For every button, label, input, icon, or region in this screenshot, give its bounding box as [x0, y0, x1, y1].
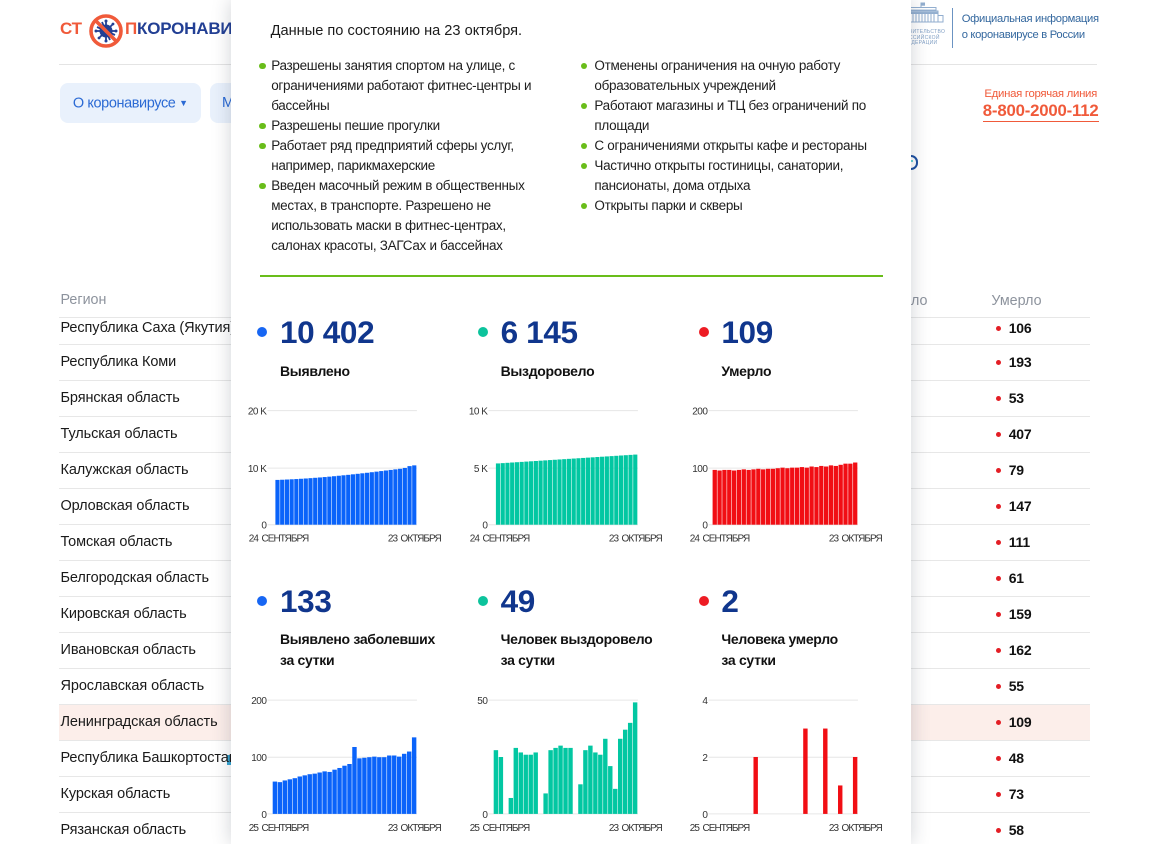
- svg-text:24 СЕНТЯБРЯ: 24 СЕНТЯБРЯ: [249, 534, 309, 545]
- svg-text:25 СЕНТЯБРЯ: 25 СЕНТЯБРЯ: [469, 823, 529, 834]
- svg-text:4: 4: [703, 696, 709, 707]
- svg-text:25 СЕНТЯБРЯ: 25 СЕНТЯБРЯ: [690, 823, 750, 834]
- svg-text:10 K: 10 K: [468, 407, 487, 418]
- svg-text:23 ОКТЯБРЯ: 23 ОКТЯБРЯ: [829, 534, 883, 545]
- svg-text:23 ОКТЯБРЯ: 23 ОКТЯБРЯ: [388, 534, 442, 545]
- svg-text:0: 0: [703, 521, 709, 532]
- svg-text:23 ОКТЯБРЯ: 23 ОКТЯБРЯ: [608, 534, 662, 545]
- svg-text:0: 0: [703, 810, 709, 821]
- svg-text:23 ОКТЯБРЯ: 23 ОКТЯБРЯ: [829, 823, 883, 834]
- svg-text:5 K: 5 K: [473, 464, 487, 475]
- svg-text:24 СЕНТЯБРЯ: 24 СЕНТЯБРЯ: [690, 534, 750, 545]
- svg-text:10 K: 10 K: [248, 464, 267, 475]
- svg-text:0: 0: [261, 810, 267, 821]
- svg-text:200: 200: [251, 696, 267, 707]
- svg-text:100: 100: [251, 753, 267, 764]
- svg-text:20 K: 20 K: [248, 407, 267, 418]
- svg-text:100: 100: [693, 464, 709, 475]
- svg-text:0: 0: [482, 521, 488, 532]
- svg-text:50: 50: [477, 696, 488, 707]
- svg-text:0: 0: [482, 810, 488, 821]
- svg-text:25 СЕНТЯБРЯ: 25 СЕНТЯБРЯ: [249, 823, 309, 834]
- svg-text:23 ОКТЯБРЯ: 23 ОКТЯБРЯ: [388, 823, 442, 834]
- svg-text:2: 2: [703, 753, 709, 764]
- svg-text:23 ОКТЯБРЯ: 23 ОКТЯБРЯ: [608, 823, 662, 834]
- svg-text:0: 0: [261, 521, 267, 532]
- svg-text:200: 200: [693, 407, 709, 418]
- svg-text:24 СЕНТЯБРЯ: 24 СЕНТЯБРЯ: [469, 534, 529, 545]
